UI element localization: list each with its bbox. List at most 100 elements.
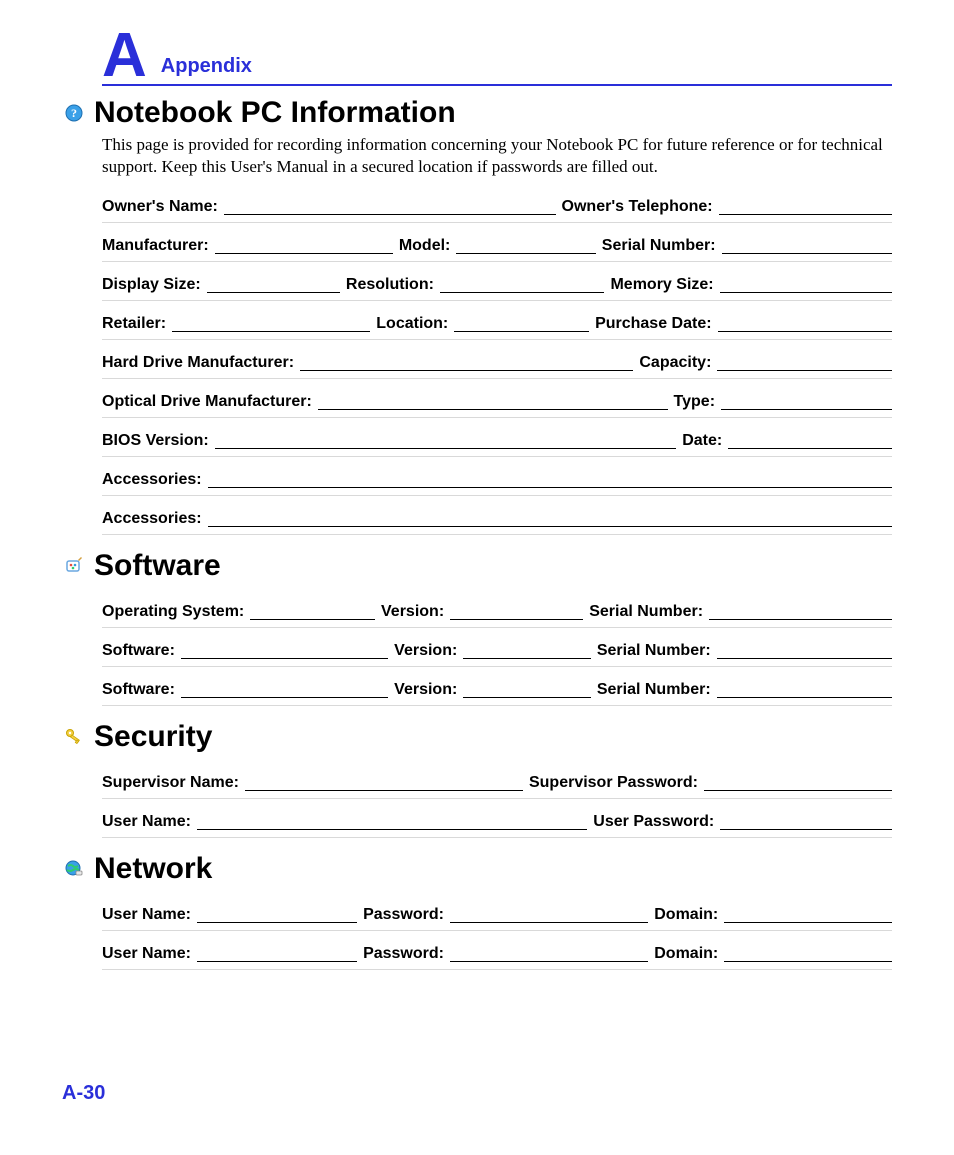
form-row: User Name:Password:Domain: [102, 892, 892, 931]
field-label: Memory Size: [610, 276, 713, 294]
network-rows: User Name:Password:Domain: User Name: Pass… [102, 892, 892, 970]
blank-line [717, 369, 892, 371]
field-label: Accessories: [102, 471, 202, 489]
blank-line [172, 330, 370, 332]
field-label: Version: [381, 603, 444, 621]
svg-text:?: ? [71, 106, 77, 120]
field-label: Supervisor Name: [102, 774, 239, 792]
software-rows: Operating System:Version:Serial Number:S… [102, 589, 892, 706]
field-label: Date: [682, 432, 722, 450]
blank-line [450, 960, 648, 962]
blank-line [197, 921, 357, 923]
blank-line [181, 657, 388, 659]
blank-line [208, 486, 892, 488]
blank-line [215, 447, 677, 449]
blank-line [718, 330, 892, 332]
field-label: BIOS Version: [102, 432, 209, 450]
field-label: Type: [674, 393, 715, 411]
blank-line [224, 213, 556, 215]
appendix-header: A Appendix [102, 28, 892, 86]
field-label: Display Size: [102, 276, 201, 294]
blank-line [318, 408, 668, 410]
section-title-network: Network [94, 852, 212, 886]
blank-line [719, 213, 892, 215]
info-rows: Owner's Name: Owner's Telephone: Manufactu… [102, 184, 892, 535]
field-label: User Name: [102, 813, 191, 831]
field-label: Hard Drive Manufacturer: [102, 354, 294, 372]
field-label: Serial Number: [597, 681, 711, 699]
form-row: Manufacturer:Model:Serial Number: [102, 223, 892, 262]
blank-line [454, 330, 589, 332]
field-label: Serial Number: [597, 642, 711, 660]
form-row: Software: Version: Serial Number: [102, 628, 892, 667]
form-row: Retailer: Location: Purchase Date: [102, 301, 892, 340]
form-row: Optical Drive Manufacturer:Type: [102, 379, 892, 418]
field-label: Software: [102, 681, 175, 699]
field-label: Password: [363, 945, 444, 963]
blank-line [463, 657, 591, 659]
blank-line [724, 960, 892, 962]
field-label: Owner's Name: [102, 198, 218, 216]
field-label: Retailer: [102, 315, 166, 333]
field-label: Owner's Telephone: [562, 198, 713, 216]
section-header-security: Security [62, 720, 892, 754]
blank-line [709, 618, 892, 620]
form-row: User Name:Password:Domain: [102, 931, 892, 970]
globe-icon [62, 860, 86, 878]
blank-line [215, 252, 393, 254]
page-number: A-30 [62, 1082, 105, 1105]
blank-line [450, 618, 583, 620]
form-row: User Name: User Password: [102, 799, 892, 838]
field-label: Password: [363, 906, 444, 924]
blank-line [717, 657, 892, 659]
field-label: Resolution: [346, 276, 434, 294]
blank-line [245, 789, 523, 791]
blank-line [704, 789, 892, 791]
help-circle-icon: ? [62, 104, 86, 122]
keys-icon [62, 727, 86, 747]
form-row: Display Size: Resolution: Memory Size: [102, 262, 892, 301]
blank-line [724, 921, 892, 923]
form-row: Hard Drive Manufacturer:Capacity: [102, 340, 892, 379]
field-label: Software: [102, 642, 175, 660]
field-label: Location: [376, 315, 448, 333]
field-label: Version: [394, 642, 457, 660]
field-label: Operating System: [102, 603, 244, 621]
appendix-letter: A [102, 28, 147, 84]
blank-line [208, 525, 892, 527]
field-label: Accessories: [102, 510, 202, 528]
section-title-security: Security [94, 720, 212, 754]
form-row: Operating System: Version: Serial Number: [102, 589, 892, 628]
form-row: BIOS Version: Date: [102, 418, 892, 457]
section-title-info: Notebook PC Information [94, 96, 456, 130]
field-label: Serial Number: [589, 603, 703, 621]
section-title-software: Software [94, 549, 221, 583]
form-row: Owner's Name: Owner's Telephone: [102, 184, 892, 223]
blank-line [720, 828, 892, 830]
form-row: Accessories: [102, 457, 892, 496]
blank-line [181, 696, 388, 698]
section-header-software: Software [62, 549, 892, 583]
field-label: User Name: [102, 945, 191, 963]
intro-text: This page is provided for recording info… [102, 134, 892, 178]
blank-line [300, 369, 633, 371]
form-row: Accessories: [102, 496, 892, 535]
blank-line [250, 618, 375, 620]
blank-line [728, 447, 892, 449]
form-row: Software:Version:Serial Number: [102, 667, 892, 706]
field-label: Model: [399, 237, 451, 255]
section-header-network: Network [62, 852, 892, 886]
blank-line [720, 291, 892, 293]
blank-line [463, 696, 591, 698]
blank-line [722, 252, 892, 254]
blank-line [197, 960, 357, 962]
blank-line [456, 252, 595, 254]
field-label: Purchase Date: [595, 315, 712, 333]
blank-line [721, 408, 892, 410]
field-label: Manufacturer: [102, 237, 209, 255]
form-row: Supervisor Name: Supervisor Password: [102, 760, 892, 799]
field-label: Supervisor Password: [529, 774, 698, 792]
field-label: User Password: [593, 813, 714, 831]
section-header-info: ? Notebook PC Information [62, 96, 892, 130]
blank-line [450, 921, 648, 923]
